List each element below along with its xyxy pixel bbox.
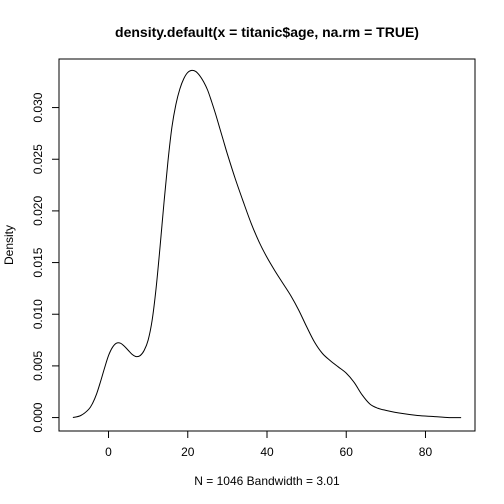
- x-tick-label: 0: [105, 445, 112, 459]
- y-tick-label: 0.005: [31, 351, 45, 381]
- x-axis-label: N = 1046 Bandwidth = 3.01: [194, 474, 340, 488]
- plot-frame: [58, 58, 476, 432]
- x-tick-label: 40: [260, 445, 274, 459]
- y-tick-label: 0.020: [31, 196, 45, 226]
- x-tick-label: 80: [419, 445, 433, 459]
- y-tick-label: 0.025: [31, 144, 45, 174]
- y-tick-label: 0.030: [31, 92, 45, 122]
- x-tick-label: 60: [340, 445, 354, 459]
- chart-title: density.default(x = titanic$age, na.rm =…: [115, 24, 419, 40]
- density-curve: [72, 69, 462, 419]
- x-tick-label: 20: [181, 445, 195, 459]
- y-tick-label: 0.015: [31, 247, 45, 277]
- y-tick-label: 0.000: [31, 402, 45, 432]
- x-axis: 0 20 40 60 80: [105, 430, 433, 459]
- y-axis-label: Density: [2, 225, 16, 265]
- y-tick-label: 0.010: [31, 299, 45, 329]
- y-axis: 0.000 0.005 0.010 0.015 0.020 0.025 0.030: [31, 92, 60, 433]
